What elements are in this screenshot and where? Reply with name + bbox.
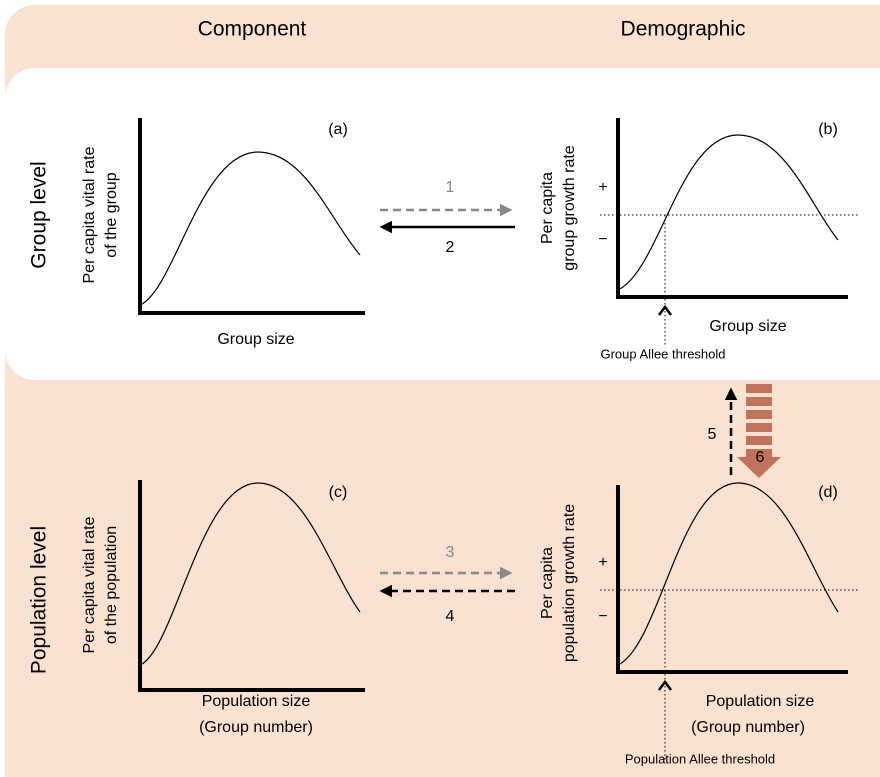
y-label: group growth rate [561,145,578,271]
row-label: Group level [28,161,51,268]
axes [616,118,848,299]
arrow-label: 3 [446,544,455,561]
group-panel [5,68,880,380]
threshold-label: Population Allee threshold [625,751,775,766]
arrow-label: 4 [446,608,455,625]
axes [616,485,848,674]
y-label: of the population [103,526,120,644]
x-label: (Group number) [691,719,805,736]
panel-label: (d) [818,484,838,501]
arrow-label: 6 [756,449,765,466]
threshold-label: Group Allee threshold [600,346,725,361]
row-label: Population level [28,526,51,674]
threshold-line [600,589,860,762]
column-header: Demographic [621,18,746,41]
arrow-label: 5 [708,426,717,443]
axes [138,480,365,692]
x-label: Group size [709,318,786,335]
y-label: Per capita vital rate [81,146,98,283]
minus: − [598,231,607,248]
threshold-line [600,214,860,345]
curve [617,134,839,291]
curve [139,482,361,666]
y-label: of the group [103,172,120,258]
x-label: (Group number) [199,719,313,736]
y-label: population growth rate [561,504,578,662]
curve [139,151,361,306]
plus: + [598,554,607,571]
arrow-label: 2 [446,239,455,256]
panel-label: (b) [818,121,838,138]
x-label: Population size [202,693,311,710]
y-label: Per capita [539,547,556,619]
minus: − [598,608,607,625]
arrow [737,384,781,478]
arrow-label: 1 [446,179,455,196]
caret [658,304,672,316]
y-label: Per capita vital rate [81,516,98,653]
curve [617,482,839,666]
panel-label: (c) [329,484,348,501]
x-label: Group size [217,331,294,348]
x-label: Population size [706,693,815,710]
column-header: Component [198,18,307,41]
panel-label: (a) [328,121,348,138]
axes [138,118,365,315]
caret [658,679,672,691]
plus: + [598,179,607,196]
y-label: Per capita [539,172,556,244]
